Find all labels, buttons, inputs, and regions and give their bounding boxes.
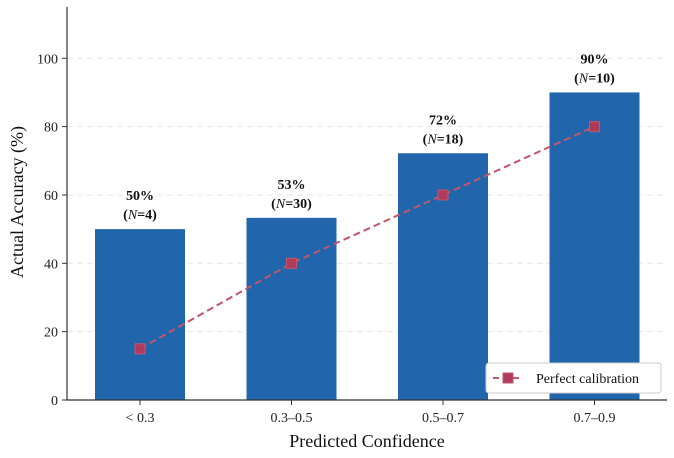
calibration-marker	[437, 189, 449, 201]
x-axis-title: Predicted Confidence	[289, 431, 444, 451]
axes: 0 20 40 60 80 100 < 0.3 0.3–0.5 0.5–0.7 0.7–0.9	[37, 7, 667, 426]
legend-marker-square	[502, 372, 514, 384]
bar-labels: 50% (N=4) 53% (N=30) 72% (N=18) 90% (N=10)	[123, 52, 615, 223]
x-tick-label: < 0.3	[126, 411, 155, 426]
calibration-marker	[134, 343, 146, 355]
bar-count-label: (N=18)	[423, 132, 464, 147]
bar-count-label: (N=30)	[271, 197, 312, 212]
bar	[95, 229, 185, 400]
y-tick-label: 100	[37, 52, 58, 67]
bar-percent-label: 72%	[429, 113, 457, 128]
y-tick-label: 80	[44, 121, 58, 136]
bar-percent-label: 50%	[126, 189, 154, 204]
bar	[246, 217, 337, 400]
calibration-line	[139, 125, 595, 350]
y-axis-title: Actual Accuracy (%)	[7, 126, 28, 278]
x-tick-label: 0.5–0.7	[422, 411, 464, 426]
bar-count-label: (N=4)	[123, 208, 157, 223]
y-tick-label: 60	[44, 189, 58, 204]
calibration-marker	[589, 121, 600, 133]
bars	[95, 92, 640, 400]
y-tick-label: 0	[51, 394, 58, 409]
bar-percent-label: 53%	[278, 178, 306, 193]
calibration-marker	[286, 257, 297, 269]
bar-percent-label: 90%	[581, 52, 609, 67]
legend-entry-perfect-calibration: Perfect calibration	[536, 372, 639, 387]
bar-count-label: (N=10)	[574, 71, 615, 86]
legend-box	[485, 362, 662, 394]
legend: Perfect calibration	[485, 362, 662, 394]
y-tick-label: 20	[44, 326, 58, 341]
x-tick-label: 0.7–0.9	[574, 411, 616, 426]
bar	[549, 92, 640, 400]
perfect-calibration-series	[134, 121, 600, 355]
y-tick-label: 40	[44, 257, 58, 272]
x-tick-label: 0.3–0.5	[271, 411, 313, 426]
